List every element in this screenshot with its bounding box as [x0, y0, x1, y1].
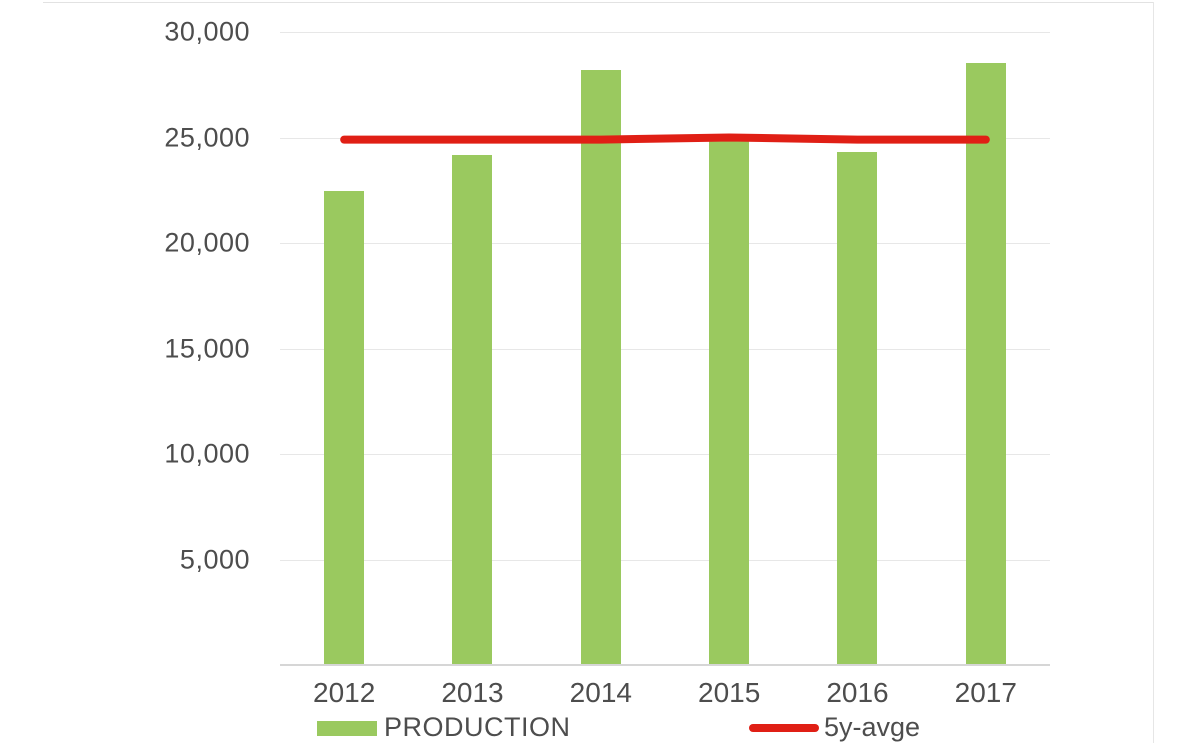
bar-2012 [324, 191, 365, 665]
gridline-5000 [280, 559, 1050, 561]
gridline-20000 [280, 243, 1050, 244]
x-tick-label-2016: 2016 [826, 677, 889, 708]
y-tick-label-30000: 30,000 [164, 16, 250, 47]
legend-production-swatch [317, 721, 377, 736]
bar-slot-2015 [665, 32, 793, 665]
y-tick-label-10000: 10,000 [164, 438, 250, 469]
bar-slot-2013 [408, 32, 536, 665]
bar-slot-2014 [537, 32, 665, 665]
y-tick-label-20000: 20,000 [164, 227, 250, 258]
x-tick-label-2013: 2013 [441, 677, 504, 708]
bar-2014 [580, 69, 621, 665]
x-tick-label-2015: 2015 [698, 677, 761, 708]
legend-avg-swatch [749, 724, 819, 732]
bar-2015 [709, 138, 750, 665]
legend-production-label: PRODUCTION [384, 712, 571, 742]
x-axis-line [280, 664, 1050, 666]
y-tick-label-5000: 5,000 [179, 544, 250, 574]
y-tick-label-15000: 15,000 [164, 333, 250, 363]
x-axis: 2012 2013 2014 2015 2016 2017 [280, 676, 1050, 710]
x-tick-label-2014: 2014 [569, 677, 632, 708]
frame-border-right [1153, 2, 1154, 743]
bar-slot-2017 [922, 32, 1050, 665]
legend-avg-label: 5y-avge [824, 712, 921, 742]
x-tick-label-2017: 2017 [954, 677, 1017, 708]
y-axis: 30,000 25,000 20,000 15,000 10,000 5,000 [0, 17, 250, 665]
y-tick-label-25000: 25,000 [164, 122, 250, 152]
bar-slot-2012 [280, 32, 408, 665]
bar-slot-2016 [793, 32, 921, 665]
x-tick-label-2012: 2012 [313, 677, 376, 708]
bar-2017 [965, 62, 1006, 665]
gridline-10000 [280, 454, 1050, 455]
plot-area [280, 32, 1050, 666]
gridline-15000 [280, 348, 1050, 350]
gridline-30000 [280, 32, 1050, 33]
bar-2013 [452, 155, 493, 665]
bar-2016 [837, 152, 878, 665]
frame-border-top [43, 2, 1153, 3]
bars-layer [280, 32, 1050, 665]
